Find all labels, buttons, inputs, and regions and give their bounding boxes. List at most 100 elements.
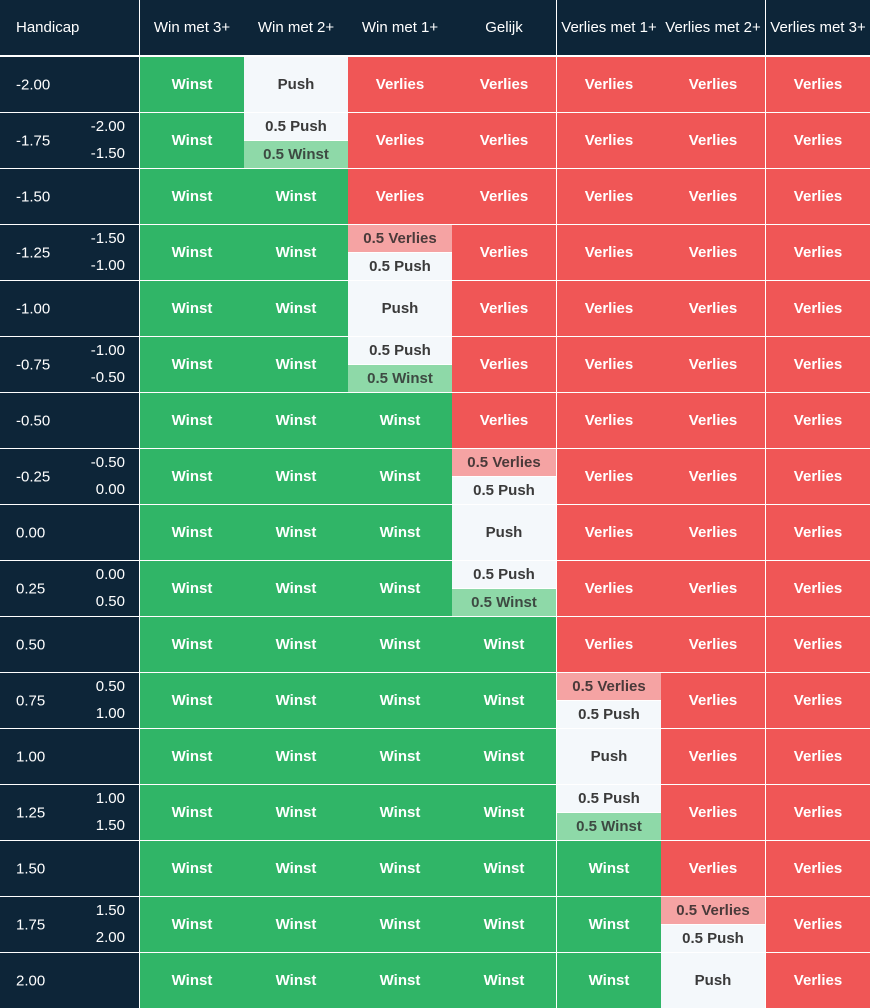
column-header: Verlies met 1+ <box>557 0 661 55</box>
result-cell: Winst <box>140 505 244 560</box>
handicap-value: 2.00 <box>16 972 46 989</box>
column-header: Win met 3+ <box>140 0 244 55</box>
half-result: 0.5 Winst <box>244 141 348 168</box>
result-cell: Verlies <box>766 841 870 896</box>
result-cell: Winst <box>140 673 244 728</box>
result-cell: Verlies <box>766 897 870 952</box>
split-handicap-value: 1.00 <box>95 790 125 807</box>
half-result: 0.5 Push <box>661 925 765 952</box>
handicap-cell: 1.50 <box>0 841 139 896</box>
handicap-value: -1.50 <box>16 188 51 205</box>
result-cell: Winst <box>244 617 348 672</box>
handicap-cell: 0.50 <box>0 617 139 672</box>
result-cell: Winst <box>244 449 348 504</box>
handicap-cell: -1.75 -2.00 -1.50 <box>0 113 139 168</box>
result-cell: Verlies <box>766 57 870 112</box>
result-cell: Verlies <box>766 449 870 504</box>
result-cell: Winst <box>140 953 244 1008</box>
result-cell: Verlies <box>452 281 556 336</box>
result-cell: Verlies <box>766 729 870 784</box>
result-cell: Verlies <box>766 113 870 168</box>
result-cell: Push <box>661 953 765 1008</box>
handicap-value: -1.25 <box>16 244 51 261</box>
result-cell: Verlies <box>452 225 556 280</box>
half-result: 0.5 Push <box>557 785 661 812</box>
result-cell: Verlies <box>557 505 661 560</box>
split-handicap-value: -0.50 <box>90 369 125 386</box>
split-handicap-value: -0.50 <box>90 454 125 471</box>
result-cell: Verlies <box>557 449 661 504</box>
result-cell: Winst <box>244 281 348 336</box>
result-cell: Winst <box>452 953 556 1008</box>
result-cell: Verlies <box>766 673 870 728</box>
result-cell: Winst <box>140 841 244 896</box>
result-cell: 0.5 Verlies 0.5 Push <box>557 673 661 728</box>
handicap-cell: -1.00 <box>0 281 139 336</box>
result-cell: Winst <box>557 841 661 896</box>
result-cell: Winst <box>140 785 244 840</box>
result-cell: Verlies <box>661 785 765 840</box>
result-cell: Winst <box>244 897 348 952</box>
result-cell: Verlies <box>661 617 765 672</box>
handicap-cell: -1.50 <box>0 169 139 224</box>
result-cell: Verlies <box>661 169 765 224</box>
result-cell: Winst <box>348 617 452 672</box>
handicap-value: -0.75 <box>16 356 51 373</box>
result-cell: Winst <box>140 617 244 672</box>
half-result: 0.5 Push <box>452 477 556 504</box>
half-result: 0.5 Push <box>348 253 452 280</box>
handicap-value: 1.25 <box>16 804 46 821</box>
result-cell: Verlies <box>661 281 765 336</box>
split-handicap-value: 1.00 <box>95 705 125 722</box>
result-cell: Winst <box>244 673 348 728</box>
half-result: 0.5 Verlies <box>661 897 765 924</box>
half-result: 0.5 Winst <box>348 365 452 392</box>
result-cell: Verlies <box>661 337 765 392</box>
result-cell: Winst <box>348 561 452 616</box>
result-cell: Winst <box>140 449 244 504</box>
handicap-cell: 1.75 1.50 2.00 <box>0 897 139 952</box>
handicap-cell: -0.25 -0.50 0.00 <box>0 449 139 504</box>
column-header: Win met 2+ <box>244 0 348 55</box>
handicap-value: -0.50 <box>16 412 51 429</box>
result-cell: Verlies <box>452 113 556 168</box>
result-cell: Verlies <box>452 169 556 224</box>
result-cell: Winst <box>140 897 244 952</box>
result-cell: 0.5 Verlies 0.5 Push <box>348 225 452 280</box>
result-cell: Verlies <box>766 617 870 672</box>
handicap-value: 1.50 <box>16 860 46 877</box>
split-handicap-value: -1.50 <box>90 230 125 247</box>
handicap-cell: 0.00 <box>0 505 139 560</box>
result-cell: Verlies <box>766 505 870 560</box>
result-cell: Push <box>348 281 452 336</box>
result-cell: Winst <box>140 281 244 336</box>
half-result: 0.5 Push <box>557 701 661 728</box>
result-cell: Winst <box>244 505 348 560</box>
column-header: Verlies met 2+ <box>661 0 765 55</box>
handicap-value: 1.00 <box>16 748 46 765</box>
result-cell: Verlies <box>661 449 765 504</box>
split-handicap-value: 0.00 <box>95 481 125 498</box>
result-cell: Verlies <box>766 225 870 280</box>
handicap-cell: 2.00 <box>0 953 139 1008</box>
result-cell: Verlies <box>661 57 765 112</box>
result-cell: 0.5 Push 0.5 Winst <box>348 337 452 392</box>
result-cell: Verlies <box>557 225 661 280</box>
result-cell: Verlies <box>661 393 765 448</box>
result-cell: Verlies <box>661 561 765 616</box>
handicap-cell: 0.25 0.00 0.50 <box>0 561 139 616</box>
result-cell: Verlies <box>557 169 661 224</box>
result-cell: Winst <box>348 897 452 952</box>
result-cell: Winst <box>244 337 348 392</box>
result-cell: Verlies <box>661 113 765 168</box>
handicap-value: -2.00 <box>16 76 51 93</box>
result-cell: Verlies <box>557 113 661 168</box>
result-cell: Verlies <box>557 617 661 672</box>
column-header: Gelijk <box>452 0 556 55</box>
split-handicap-value: 0.00 <box>95 566 125 583</box>
half-result: 0.5 Push <box>244 113 348 140</box>
result-cell: 0.5 Verlies 0.5 Push <box>661 897 765 952</box>
result-cell: Verlies <box>766 393 870 448</box>
result-cell: Verlies <box>766 561 870 616</box>
result-cell: Push <box>244 57 348 112</box>
